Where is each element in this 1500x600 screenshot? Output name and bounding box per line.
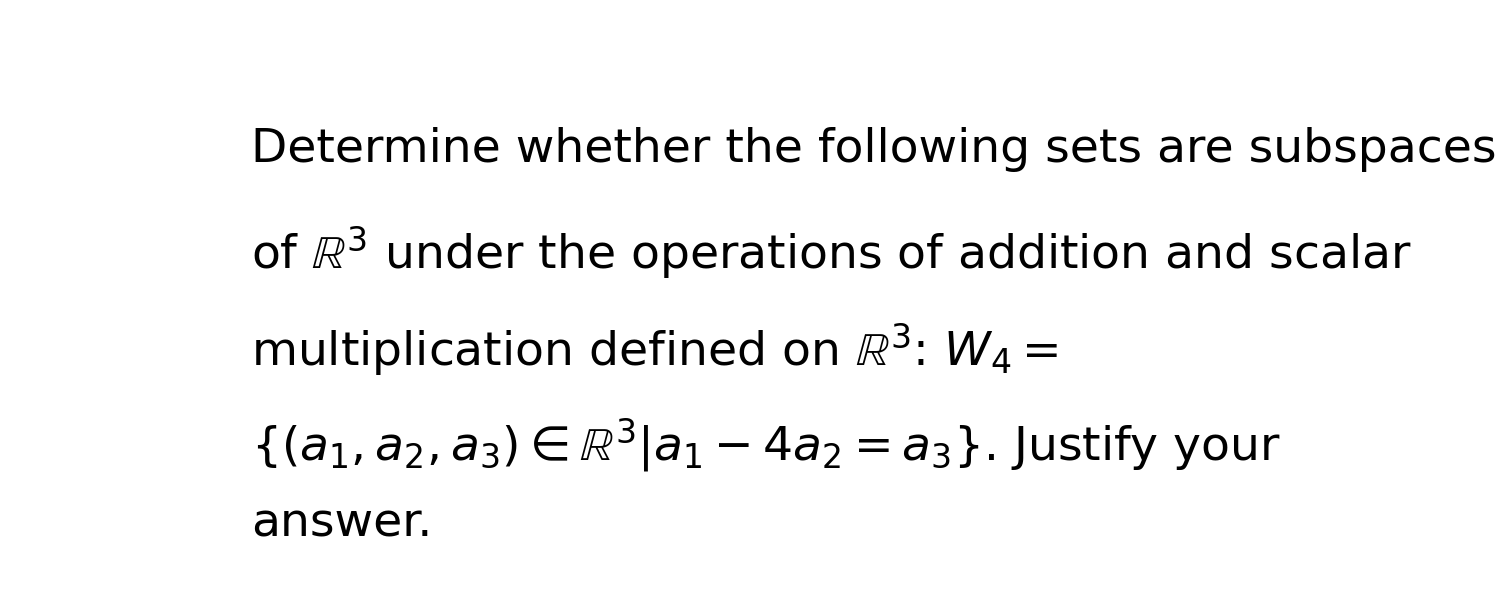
Text: multiplication defined on $\mathbb{R}^3$: $W_4 =$: multiplication defined on $\mathbb{R}^3$… xyxy=(252,322,1059,379)
Text: Determine whether the following sets are subspaces: Determine whether the following sets are… xyxy=(252,127,1497,172)
Text: of $\mathbb{R}^3$ under the operations of addition and scalar: of $\mathbb{R}^3$ under the operations o… xyxy=(252,224,1411,281)
Text: answer.: answer. xyxy=(252,502,434,547)
Text: $\{(a_1, a_2, a_3) \in \mathbb{R}^3 | a_1 - 4a_2 = a_3\}$. Justify your: $\{(a_1, a_2, a_3) \in \mathbb{R}^3 | a_… xyxy=(252,416,1281,474)
